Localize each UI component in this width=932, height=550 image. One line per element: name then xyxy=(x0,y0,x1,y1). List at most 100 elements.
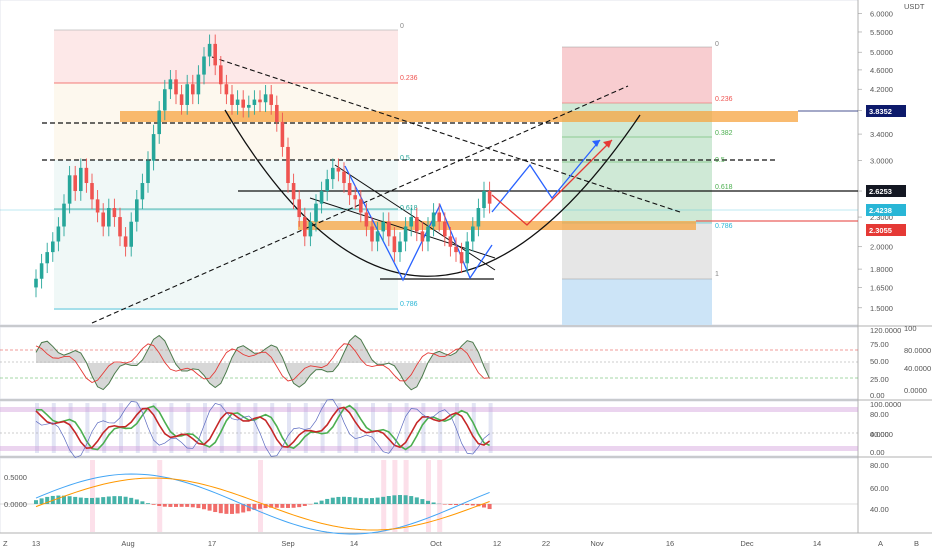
candle-body[interactable] xyxy=(39,263,44,279)
candle-body[interactable] xyxy=(56,226,61,242)
candle-body[interactable] xyxy=(443,221,447,237)
candle-body[interactable] xyxy=(342,171,346,184)
candle-body[interactable] xyxy=(90,183,94,200)
candle-body[interactable] xyxy=(163,89,167,111)
ascending-trendline[interactable] xyxy=(91,85,629,324)
candle-body[interactable] xyxy=(297,199,301,218)
projection-red[interactable] xyxy=(491,139,613,226)
orange-resistance-zone[interactable] xyxy=(120,111,798,122)
candle-body[interactable] xyxy=(258,99,262,103)
candle-body[interactable] xyxy=(359,199,363,213)
price-tag[interactable] xyxy=(866,204,906,216)
candle-body[interactable] xyxy=(431,212,436,227)
candle-body[interactable] xyxy=(437,212,441,222)
candle-body[interactable] xyxy=(118,217,122,237)
candle-body[interactable] xyxy=(252,99,257,105)
cup-curve[interactable] xyxy=(224,109,641,277)
candle-body[interactable] xyxy=(241,99,245,108)
candle-body[interactable] xyxy=(448,236,453,247)
candle-body[interactable] xyxy=(370,226,374,242)
candle-body[interactable] xyxy=(129,221,133,247)
candle-body[interactable] xyxy=(179,94,184,105)
macd-hist-bar xyxy=(414,497,419,504)
candle-body[interactable] xyxy=(331,167,335,180)
candle-body[interactable] xyxy=(146,160,150,184)
candle-body[interactable] xyxy=(34,278,38,288)
candle-body[interactable] xyxy=(191,84,195,95)
candle-body[interactable] xyxy=(207,43,212,57)
candle-body[interactable] xyxy=(347,183,352,196)
candle-body[interactable] xyxy=(84,167,89,184)
candle-body[interactable] xyxy=(185,84,189,105)
candle-body[interactable] xyxy=(269,94,273,105)
candle-body[interactable] xyxy=(336,167,341,172)
candle-body[interactable] xyxy=(79,167,83,192)
candle-body[interactable] xyxy=(325,179,329,192)
candle-body[interactable] xyxy=(392,236,397,253)
candle-body[interactable] xyxy=(465,241,469,264)
candle-body[interactable] xyxy=(67,175,72,204)
candle-body[interactable] xyxy=(353,195,357,200)
candle-body[interactable] xyxy=(409,217,413,227)
candle-body[interactable] xyxy=(247,104,251,108)
candle-body[interactable] xyxy=(235,99,240,105)
candle-body[interactable] xyxy=(291,183,296,200)
projection-blue[interactable] xyxy=(491,139,601,213)
candle-body[interactable] xyxy=(151,134,156,161)
candle-body[interactable] xyxy=(95,199,100,213)
candle-body[interactable] xyxy=(487,191,492,204)
candle-body[interactable] xyxy=(45,252,49,264)
candle-body[interactable] xyxy=(224,84,229,95)
candle-body[interactable] xyxy=(319,191,324,204)
log-scale-button[interactable]: B xyxy=(914,539,919,548)
candle-body[interactable] xyxy=(308,221,313,237)
candle-body[interactable] xyxy=(219,65,223,85)
candle-body[interactable] xyxy=(73,175,77,192)
price-tag[interactable] xyxy=(866,105,906,117)
candle-body[interactable] xyxy=(62,203,66,227)
candle-body[interactable] xyxy=(107,208,111,227)
candle-body[interactable] xyxy=(381,221,385,232)
candle-body[interactable] xyxy=(459,252,464,264)
orange-support-zone[interactable] xyxy=(298,221,696,230)
candle-body[interactable] xyxy=(387,221,391,237)
candle-body[interactable] xyxy=(275,104,279,122)
candle-body[interactable] xyxy=(202,56,206,75)
candle-body[interactable] xyxy=(420,231,425,242)
candle-body[interactable] xyxy=(196,74,201,95)
w-pattern[interactable] xyxy=(344,165,493,282)
candle-body[interactable] xyxy=(471,226,475,242)
candle-body[interactable] xyxy=(415,217,419,232)
candle-body[interactable] xyxy=(174,79,178,95)
candle-body[interactable] xyxy=(303,217,307,237)
candle-body[interactable] xyxy=(398,241,402,253)
candle-body[interactable] xyxy=(135,199,139,222)
candle-body[interactable] xyxy=(230,94,234,105)
candle-body[interactable] xyxy=(157,110,161,135)
price-tag[interactable] xyxy=(866,224,906,236)
descending-trendline[interactable] xyxy=(211,56,681,213)
candle-body[interactable] xyxy=(476,208,481,227)
candle-body[interactable] xyxy=(426,226,430,242)
candle-body[interactable] xyxy=(263,94,268,103)
candle-body[interactable] xyxy=(454,246,458,253)
candle-body[interactable] xyxy=(101,212,105,227)
candle-body[interactable] xyxy=(375,231,380,242)
price-tick-label: 6.0000 xyxy=(870,10,893,19)
candle-body[interactable] xyxy=(112,208,117,218)
candle-body[interactable] xyxy=(213,43,217,66)
candle-body[interactable] xyxy=(403,226,408,242)
candle-body[interactable] xyxy=(123,236,128,247)
candle-body[interactable] xyxy=(280,121,285,147)
auto-scale-button[interactable]: A xyxy=(878,539,883,548)
candle-body[interactable] xyxy=(364,212,369,227)
candle-body[interactable] xyxy=(51,241,55,253)
candle-body[interactable] xyxy=(168,79,173,90)
candle-body[interactable] xyxy=(286,146,290,184)
candle-body[interactable] xyxy=(314,203,318,222)
timezone-toggle[interactable]: Z xyxy=(3,539,8,548)
candle-body[interactable] xyxy=(482,191,486,209)
price-tag[interactable] xyxy=(866,185,906,197)
candle-body[interactable] xyxy=(140,183,145,200)
